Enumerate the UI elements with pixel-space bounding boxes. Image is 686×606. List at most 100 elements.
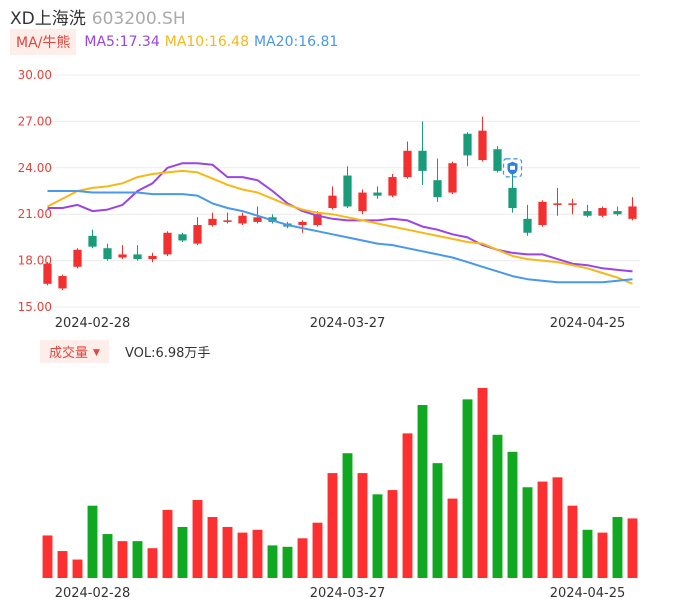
volume-bar — [192, 500, 203, 578]
volume-bar — [507, 451, 518, 578]
volume-bar — [327, 473, 338, 578]
volume-bar — [207, 517, 218, 578]
volume-bar — [522, 487, 533, 578]
volume-bars — [42, 388, 638, 578]
volume-bar — [492, 434, 503, 578]
volume-indicator-selector[interactable]: 成交量 ▼ — [40, 339, 109, 363]
x-tick-label: 2024-03-27 — [310, 316, 386, 331]
candle — [118, 245, 127, 260]
candle — [628, 197, 637, 221]
volume-bar — [357, 473, 368, 578]
candle — [223, 212, 232, 224]
y-tick-label: 24.00 — [18, 161, 52, 175]
x-tick-label: 2024-03-27 — [310, 586, 386, 601]
candle — [433, 158, 442, 202]
x-tick-label: 2024-02-28 — [55, 316, 131, 331]
candle — [343, 166, 352, 209]
caret-down-icon: ▼ — [93, 347, 100, 358]
ma-lines — [47, 162, 633, 285]
volume-bar — [132, 541, 143, 578]
volume-bar — [177, 526, 188, 578]
stock-name: XD上海洗 — [10, 9, 86, 29]
volume-bar — [282, 546, 293, 578]
ma20-legend: MA20:16.81 — [254, 34, 339, 50]
y-tick-label: 27.00 — [18, 114, 52, 128]
volume-bar — [237, 532, 248, 578]
candle — [193, 217, 202, 246]
volume-bar — [417, 405, 428, 578]
ma-indicator-selector[interactable]: MA/牛熊 — [10, 29, 77, 55]
price-date-axis: 2024-02-28 2024-03-27 2024-04-25 — [55, 316, 626, 331]
volume-date-axis: 2024-02-28 2024-03-27 2024-04-25 — [55, 586, 626, 601]
volume-bar — [72, 559, 83, 578]
volume-bar — [297, 538, 308, 578]
volume-bar — [387, 490, 398, 578]
volume-bar — [447, 498, 458, 578]
volume-bar — [162, 509, 173, 578]
candle — [178, 232, 187, 243]
candle — [583, 204, 592, 218]
ma20-line — [47, 190, 633, 284]
candle — [538, 200, 547, 227]
volume-bar — [477, 388, 488, 578]
candle — [463, 132, 472, 167]
candle — [478, 116, 487, 162]
candle — [133, 245, 142, 261]
volume-bar — [102, 534, 113, 578]
volume-bar — [372, 494, 383, 578]
volume-bar — [252, 529, 263, 578]
candle — [493, 146, 502, 173]
candle — [148, 252, 157, 263]
volume-bar — [42, 535, 53, 578]
ma5-legend: MA5:17.34 — [84, 34, 160, 50]
stock-header: XD上海洗 603200.SH — [10, 4, 186, 29]
candle — [238, 212, 247, 226]
candle — [73, 248, 82, 269]
candle — [523, 204, 532, 236]
candle — [388, 173, 397, 198]
candle — [43, 262, 52, 286]
candle — [298, 220, 307, 233]
y-tick-label: 15.00 — [18, 300, 52, 314]
price-gridlines — [40, 74, 640, 308]
volume-selector-label: 成交量 — [49, 345, 89, 361]
candle — [208, 212, 217, 227]
volume-bar — [462, 399, 473, 578]
volume-bar — [432, 463, 443, 578]
volume-bar — [597, 532, 608, 578]
x-tick-label: 2024-04-25 — [550, 316, 626, 331]
volume-bar — [402, 433, 413, 578]
candle — [613, 206, 622, 216]
volume-bar — [267, 545, 278, 578]
x-tick-label: 2024-04-25 — [550, 586, 626, 601]
candle — [508, 167, 517, 213]
ma5-line — [47, 162, 633, 273]
candle — [403, 141, 412, 179]
candle — [103, 243, 112, 261]
volume-bar — [147, 548, 158, 578]
candle — [358, 189, 367, 215]
volume-bar — [342, 453, 353, 578]
candle — [88, 229, 97, 249]
candle — [163, 231, 172, 256]
ma10-legend: MA10:16.48 — [164, 34, 250, 50]
volume-bar — [57, 551, 68, 578]
volume-legend: 成交量 ▼ VOL:6.98万手 — [40, 339, 211, 363]
volume-bar — [552, 477, 563, 578]
volume-bar — [87, 505, 98, 578]
volume-bar — [537, 481, 548, 578]
volume-value: VOL:6.98万手 — [124, 345, 211, 361]
x-tick-label: 2024-02-28 — [55, 586, 131, 601]
shield-marker-icon[interactable] — [502, 158, 523, 178]
ma-legend: MA/牛熊 MA5:17.34 MA10:16.48 MA20:16.81 — [10, 29, 343, 55]
candle — [568, 198, 577, 215]
stock-code: 603200.SH — [91, 9, 186, 29]
candle — [373, 186, 382, 199]
volume-bar — [627, 518, 638, 578]
candle — [328, 186, 337, 210]
volume-bar — [582, 529, 593, 578]
volume-bar — [612, 517, 623, 578]
candle — [553, 187, 562, 216]
candle — [418, 121, 427, 185]
